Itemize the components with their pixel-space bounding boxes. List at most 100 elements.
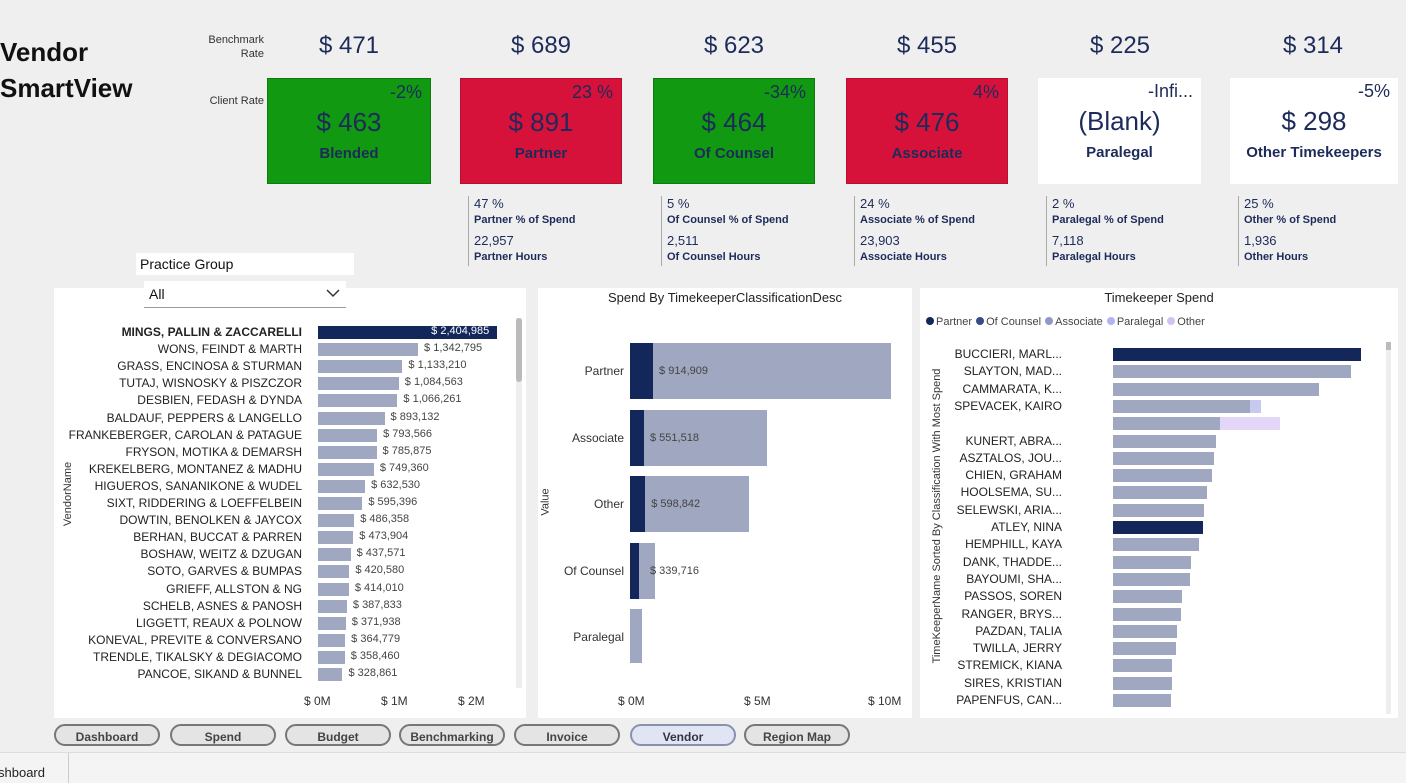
card-associate[interactable]: 4% $ 476 Associate [846,78,1008,184]
timekeeper-row[interactable]: SLAYTON, MAD... [920,363,1380,380]
practice-group-dropdown[interactable]: All [144,281,346,308]
timekeeper-row[interactable]: BAYOUMI, SHA... [920,571,1380,588]
timekeeper-row[interactable]: CHIEN, GRAHAM [920,467,1380,484]
bar-total-partner[interactable] [630,343,891,399]
timekeeper-bar[interactable] [1113,382,1319,396]
timekeeper-row[interactable]: SELEWSKI, ARIA... [920,502,1380,519]
timekeeper-bar[interactable] [1113,365,1351,379]
vendor-bar[interactable] [318,548,351,562]
bar-selected-of-counsel[interactable] [630,542,639,599]
vendor-bar[interactable] [318,668,343,681]
vendor-row[interactable]: BALDAUF, PEPPERS & LANGELLO $ 893,132 [54,410,516,427]
tab-vendor[interactable]: Vendor [630,724,736,746]
vendor-row[interactable]: DOWTIN, BENOLKEN & JAYCOX $ 486,358 [54,512,516,529]
vendor-row[interactable]: PANCOE, SIKAND & BUNNEL $ 328,861 [54,666,516,683]
timekeeper-bar[interactable] [1113,348,1361,361]
timekeeper-row[interactable]: KUNERT, ABRA... [920,433,1380,450]
timekeeper-row[interactable]: CAMMARATA, K... [920,381,1380,398]
timekeeper-row[interactable]: DANK, THADDE... [920,554,1380,571]
legend-item[interactable]: Of Counsel [976,316,1041,328]
vendor-bar[interactable] [318,411,385,425]
timekeeper-bar[interactable] [1113,486,1207,500]
timekeeper-row[interactable]: SPEVACEK, KAIRO [920,398,1380,415]
page-tab-dashboard[interactable]: shboard [0,753,69,783]
timekeeper-row[interactable]: PASSOS, SOREN [920,588,1380,605]
bar-total-paralegal[interactable] [630,609,642,663]
vendor-row[interactable]: BERHAN, BUCCAT & PARREN $ 473,904 [54,529,516,546]
vendor-row[interactable]: FRYSON, MOTIKA & DEMARSH $ 785,875 [54,444,516,461]
timekeeper-row[interactable]: STREMICK, KIANA [920,657,1380,674]
card-other-timekeepers[interactable]: -5% $ 298 Other Timekeepers [1230,78,1398,184]
vendor-row[interactable]: HIGUEROS, SANANIKONE & WUDEL $ 632,530 [54,478,516,495]
vendor-bar[interactable] [318,514,355,528]
vendor-bar[interactable] [318,531,354,545]
timekeeper-bar[interactable] [1113,417,1220,431]
legend-item[interactable]: Other [1167,316,1205,328]
vendor-row[interactable]: GRIEFF, ALLSTON & NG $ 414,010 [54,581,516,598]
bar-selected-partner[interactable] [630,343,654,399]
vendor-row[interactable]: SIXT, RIDDERING & LOEFFELBEIN $ 595,396 [54,495,516,512]
timekeeper-bar[interactable] [1113,676,1172,690]
timekeeper-row[interactable]: TWILLA, JERRY [920,640,1380,657]
timekeeper-row[interactable]: RANGER, BRYS... [920,606,1380,623]
timekeeper-bar[interactable] [1113,451,1214,465]
timekeeper-bar[interactable] [1113,572,1190,586]
timekeeper-bar[interactable] [1113,659,1172,673]
bar-selected-other[interactable] [630,476,645,532]
legend-item[interactable]: Partner [926,316,972,328]
vendor-bar[interactable] [318,599,347,613]
timekeeper-row[interactable]: ATLEY, NINA [920,519,1380,536]
vendor-bar[interactable] [318,582,349,596]
vendor-row[interactable]: MINGS, PALLIN & ZACCARELLI $ 2,404,985 [54,324,516,341]
vendor-row[interactable]: LIGGETT, REAUX & POLNOW $ 371,938 [54,615,516,632]
vendor-row[interactable]: BOSHAW, WEITZ & DZUGAN $ 437,571 [54,546,516,563]
vendor-row[interactable]: KREKELBERG, MONTANEZ & MADHU $ 749,360 [54,461,516,478]
bar-selected-associate[interactable] [630,409,644,466]
vendor-row[interactable]: GRASS, ENCINOSA & STURMAN $ 1,133,210 [54,358,516,375]
timekeeper-row[interactable]: PAZDAN, TALIA [920,623,1380,640]
vendor-bar[interactable] [318,445,377,459]
timekeeper-bar[interactable] [1113,469,1212,483]
vendor-row[interactable]: TUTAJ, WISNOSKY & PISZCZOR $ 1,084,563 [54,375,516,392]
vendor-bar[interactable] [318,479,366,493]
timekeeper-row[interactable]: BUCCIERI, MARL... [920,346,1380,363]
timekeeper-bar[interactable] [1113,590,1182,604]
vendor-bar[interactable] [318,394,398,408]
vendor-scrollbar[interactable] [516,318,522,688]
vendor-row[interactable]: SOTO, GARVES & BUMPAS $ 420,580 [54,563,516,580]
timekeeper-scrollbar[interactable] [1386,342,1391,714]
timekeeper-row[interactable]: PAPENFUS, CAN... [920,692,1380,709]
card-partner[interactable]: 23 % $ 891 Partner [460,78,622,184]
vendor-bar[interactable] [318,616,346,630]
tab-budget[interactable]: Budget [285,724,391,746]
vendor-row[interactable]: DESBIEN, FEDASH & DYNDA $ 1,066,261 [54,392,516,409]
timekeeper-row[interactable]: HEMPHILL, KAYA [920,536,1380,553]
timekeeper-row[interactable]: SIRES, KRISTIAN [920,675,1380,692]
timekeeper-bar[interactable] [1113,521,1203,534]
tab-region-map[interactable]: Region Map [744,724,850,746]
bar-total-associate[interactable] [630,409,767,466]
vendor-bar[interactable] [318,377,399,391]
legend-item[interactable]: Paralegal [1106,316,1163,328]
card-paralegal[interactable]: -Infi... (Blank) Paralegal [1038,78,1201,184]
vendor-bar[interactable] [318,360,403,374]
timekeeper-bar[interactable] [1113,503,1204,517]
vendor-row[interactable]: TRENDLE, TIKALSKY & DEGIACOMO $ 358,460 [54,649,516,666]
vendor-row[interactable]: WONS, FEINDT & MARTH $ 1,342,795 [54,341,516,358]
vendor-row[interactable]: FRANKEBERGER, CAROLAN & PATAGUE $ 793,566 [54,427,516,444]
timekeeper-row[interactable]: ASZTALOS, JOU... [920,450,1380,467]
vendor-bar[interactable] [318,462,374,476]
vendor-bar[interactable] [318,497,363,510]
timekeeper-row[interactable] [920,415,1380,432]
timekeeper-bar[interactable] [1113,399,1250,413]
tab-spend[interactable]: Spend [170,724,276,746]
timekeeper-bar-segment[interactable] [1220,417,1280,431]
tab-benchmarking[interactable]: Benchmarking [399,724,505,746]
timekeeper-bar[interactable] [1113,607,1181,621]
timekeeper-bar[interactable] [1113,694,1171,707]
card-blended[interactable]: -2% $ 463 Blended [267,78,431,184]
bar-total-other[interactable] [630,476,750,532]
timekeeper-bar[interactable] [1113,624,1177,638]
timekeeper-bar[interactable] [1113,434,1216,448]
vendor-bar[interactable] [318,428,378,442]
